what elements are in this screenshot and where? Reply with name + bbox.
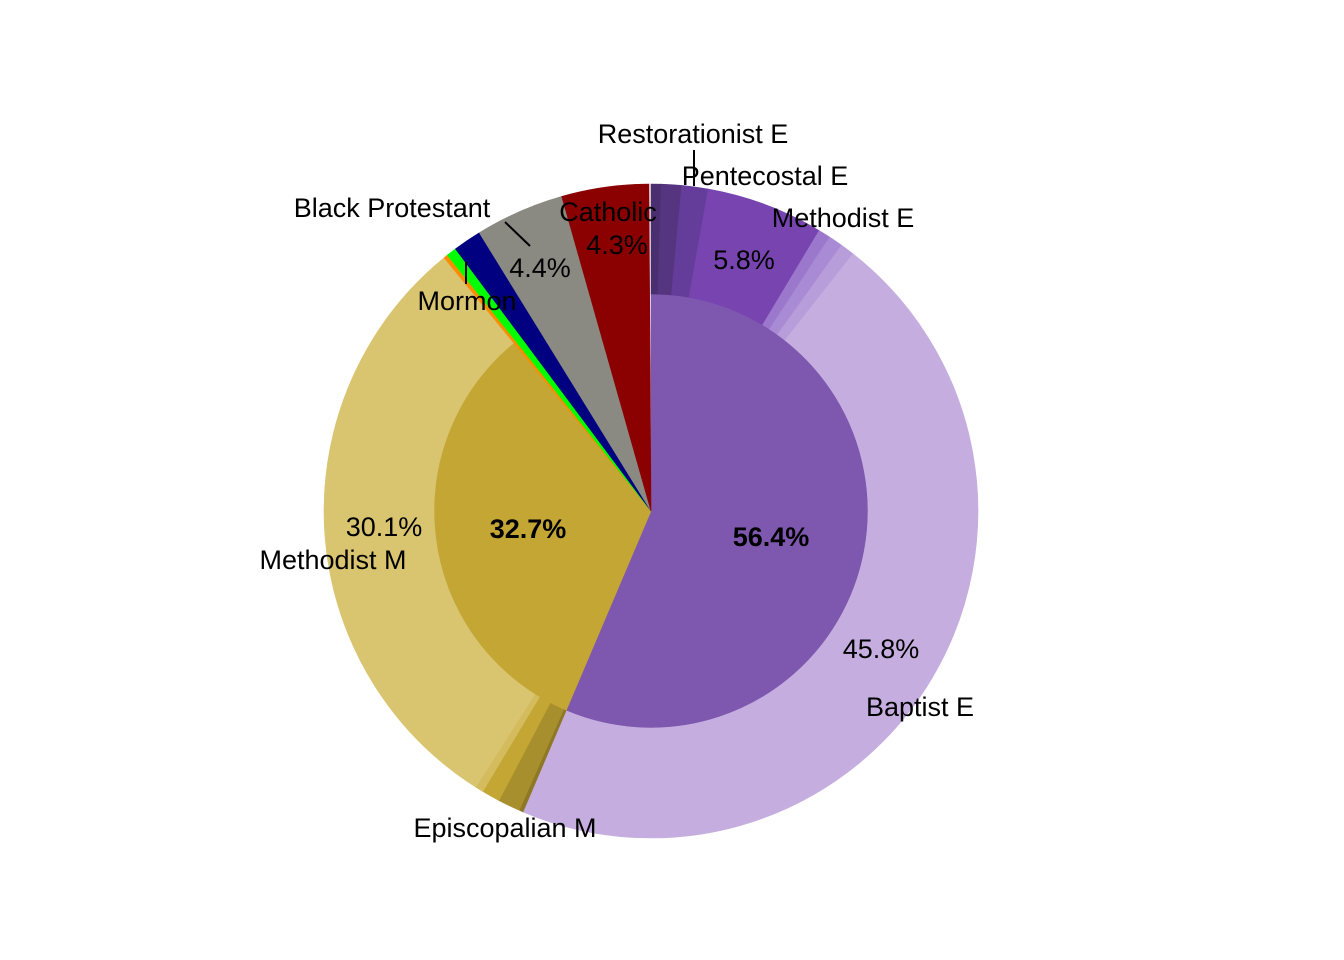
slices	[323, 183, 979, 839]
pct-catholic: 4.3%	[586, 230, 648, 260]
slice-catholic	[561, 183, 652, 512]
label-restorationist-e: Restorationist E	[598, 119, 789, 149]
label-pentecostal-e: Pentecostal E	[682, 161, 849, 191]
pct-mainline: 32.7%	[490, 514, 567, 544]
label-baptist-e: Baptist E	[866, 692, 974, 722]
pct-methodist-e: 5.8%	[713, 245, 775, 275]
label-black-protestant: Black Protestant	[294, 193, 491, 223]
outer-slice-methodist-m	[323, 257, 536, 788]
label-methodist-e: Methodist E	[772, 203, 915, 233]
label-mormon: Mormon	[417, 286, 516, 316]
outer-slice-baptist-e	[522, 253, 979, 839]
pct-black-protestant: 4.4%	[509, 253, 571, 283]
labels: Restorationist E Pentecostal E Methodist…	[259, 119, 974, 843]
pct-evangelical: 56.4%	[733, 522, 810, 552]
leader-black-protestant	[504, 221, 531, 247]
label-methodist-m: Methodist M	[259, 545, 406, 575]
label-episcopalian-m: Episcopalian M	[413, 813, 596, 843]
pct-methodist-m: 30.1%	[346, 512, 423, 542]
label-catholic: Catholic	[559, 197, 657, 227]
pct-baptist-e: 45.8%	[843, 634, 920, 664]
